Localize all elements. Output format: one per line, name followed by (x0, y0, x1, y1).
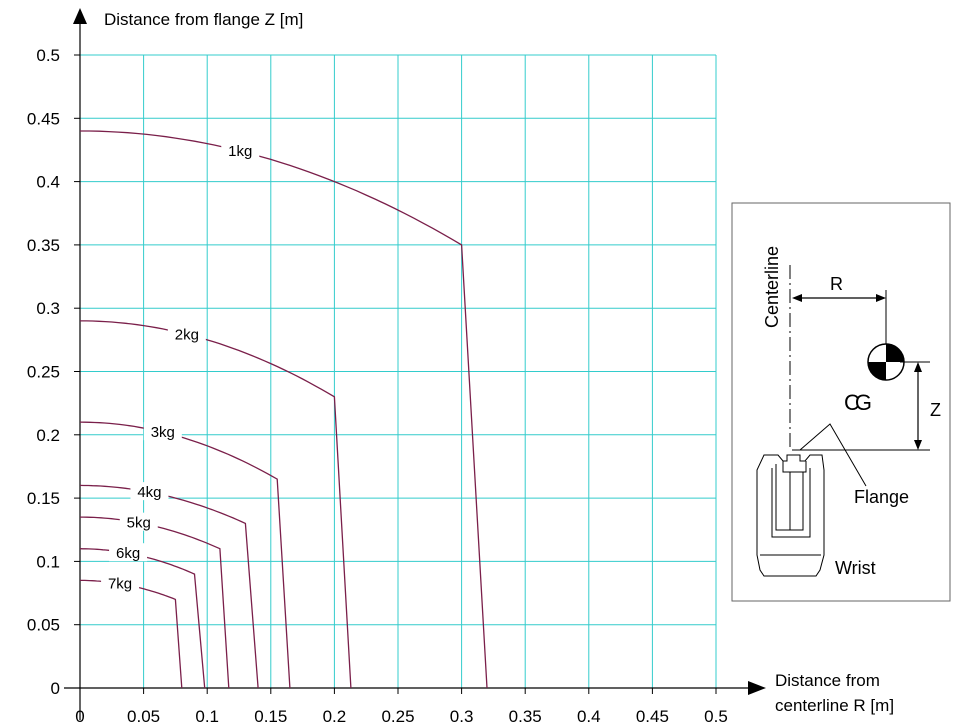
y-tick-label: 0.5 (36, 46, 60, 65)
y-tick-label: 0 (51, 679, 60, 698)
z-arrowhead-bottom (914, 440, 922, 450)
centerline-label: Centerline (762, 246, 782, 328)
y-axis-arrow (73, 8, 87, 24)
cg-symbol-icon (867, 343, 905, 381)
x-tick-label: 0.45 (636, 707, 669, 726)
flange-label: Flange (854, 487, 909, 507)
wrist-label: Wrist (835, 558, 876, 578)
x-tick-label: 0.3 (450, 707, 474, 726)
curve-label-bg (167, 324, 206, 343)
x-tick-label: 0.05 (127, 707, 160, 726)
curve-label-bg (143, 422, 182, 441)
x-tick-label: 0.4 (577, 707, 601, 726)
z-label: Z (930, 400, 941, 420)
z-arrowhead-top (914, 362, 922, 372)
curve-label-1kg: 1kg (228, 143, 252, 160)
curve-label-6kg: 6kg (116, 545, 140, 562)
load-curve-7kg (80, 579, 183, 689)
x-tick-label: 0.35 (509, 707, 542, 726)
y-tick-label: 0.2 (36, 426, 60, 445)
tick-labels: 0 0.05 0.1 0.15 0.2 0.25 0.3 0.35 0.4 0.45 0.5 0 0.0… (27, 46, 728, 726)
x-axis-label-line1: Distance from (775, 671, 880, 690)
r-arrowhead-left (792, 294, 802, 302)
y-tick-label: 0.4 (36, 173, 60, 192)
chart-grid (80, 54, 717, 688)
y-tick-label: 0.1 (36, 552, 60, 571)
wrist-inset: Centerline R CG Z Flange Wrist (731, 202, 951, 602)
y-axis-label: Distance from flange Z [m] (104, 10, 303, 29)
curve-label-5kg: 5kg (127, 515, 151, 532)
curve-label-4kg: 4kg (137, 484, 161, 501)
x-axis-label-line2: centerline R [m] (775, 696, 894, 715)
y-tick-label: 0.25 (27, 363, 60, 382)
wrist-icon (756, 423, 867, 577)
y-tick-label: 0.15 (27, 489, 60, 508)
chart-axes (64, 8, 766, 720)
load-curve-6kg (79, 548, 206, 689)
load-curves: 1kg 2kg 3kg 4kg 5kg 6kg 7kg (79, 130, 488, 689)
r-arrowhead-right (876, 294, 886, 302)
curve-label-bg (130, 482, 169, 501)
load-curve-1kg (80, 130, 488, 689)
x-tick-label: 0.25 (381, 707, 414, 726)
x-tick-label: 0.15 (254, 707, 287, 726)
x-axis-arrow (748, 681, 766, 695)
curve-label-3kg: 3kg (151, 424, 175, 441)
y-tick-label: 0.3 (36, 299, 60, 318)
cg-label: CG (844, 390, 871, 415)
load-curve-5kg (80, 516, 230, 689)
curve-label-bg (101, 573, 140, 592)
x-tick-label: 0.5 (704, 707, 728, 726)
inset-frame (731, 202, 951, 602)
y-tick-label: 0.05 (27, 616, 60, 635)
curve-label-bg (221, 141, 260, 160)
curve-label-bg (119, 512, 158, 531)
x-tick-label: 0.1 (195, 707, 219, 726)
x-tick-label: 0.2 (323, 707, 347, 726)
y-tick-label: 0.45 (27, 109, 60, 128)
y-tick-label: 0.35 (27, 236, 60, 255)
load-curve-2kg (80, 320, 352, 689)
x-tick-label: 0 (75, 707, 84, 726)
r-label: R (830, 274, 843, 294)
curve-label-bg (109, 543, 148, 562)
curve-label-2kg: 2kg (175, 326, 199, 343)
curve-label-7kg: 7kg (108, 576, 132, 593)
